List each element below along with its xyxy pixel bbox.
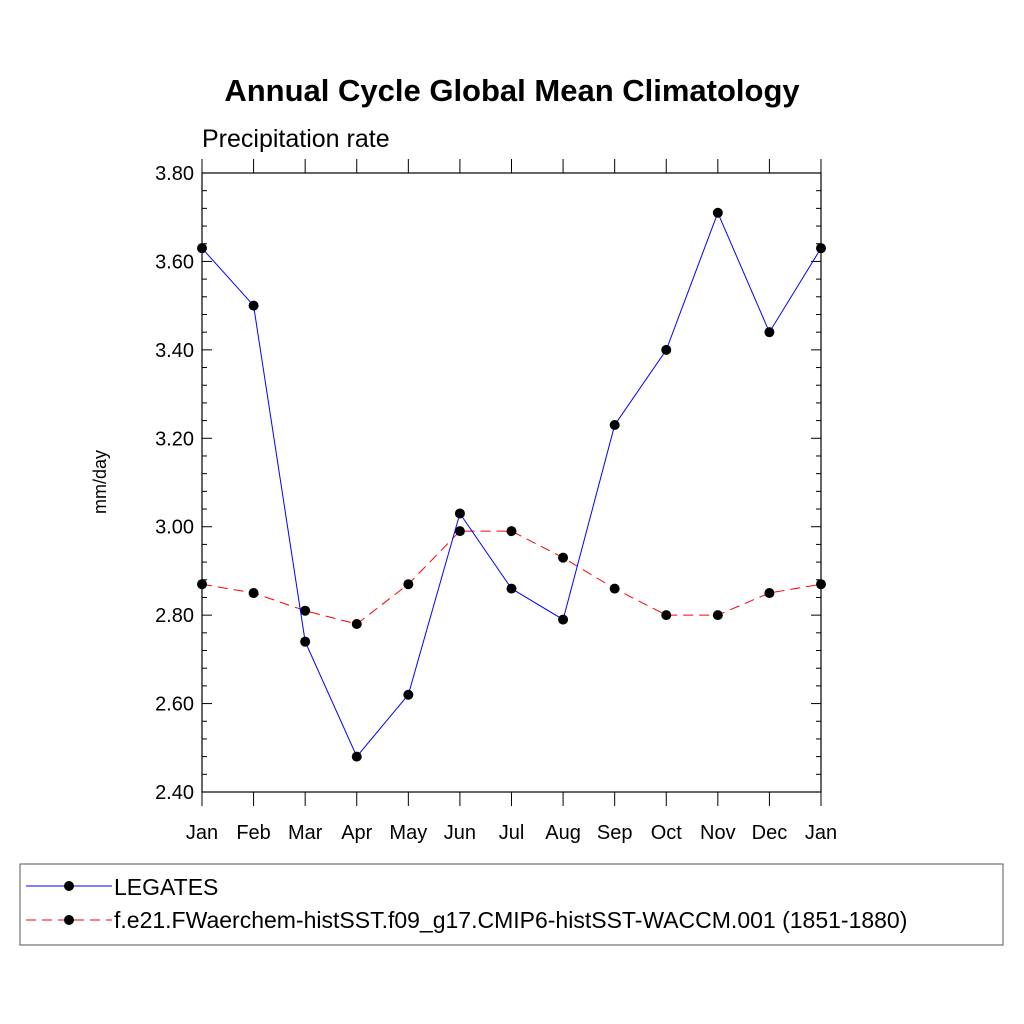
- series-1: [197, 526, 826, 629]
- data-point: [351, 751, 362, 762]
- chart-title: Annual Cycle Global Mean Climatology: [224, 73, 800, 108]
- y-tick-label: 3.20: [155, 428, 194, 450]
- x-tick-label: Nov: [700, 822, 736, 844]
- x-tick-label: May: [389, 822, 427, 844]
- data-point: [506, 583, 517, 594]
- data-point: [712, 610, 723, 621]
- y-tick-label: 3.80: [155, 163, 194, 185]
- data-point: [300, 605, 311, 616]
- series-layer: [197, 207, 826, 762]
- x-tick-label: Jun: [444, 822, 476, 844]
- x-tick-label: Mar: [288, 822, 323, 844]
- x-tick-label: Jan: [805, 822, 837, 844]
- data-point: [609, 420, 620, 431]
- data-point: [661, 610, 672, 621]
- y-tick-label: 2.60: [155, 694, 194, 716]
- axis-ticks: [201, 159, 822, 806]
- legend: LEGATES f.e21.FWaerchem-histSST.f09_g17.…: [19, 863, 1004, 946]
- data-point: [403, 579, 414, 590]
- y-tick-label: 3.60: [155, 251, 194, 273]
- legend-label-legates: LEGATES: [114, 874, 218, 900]
- x-tick-label: Sep: [597, 822, 633, 844]
- data-point: [403, 689, 414, 700]
- x-tick-label: Oct: [651, 822, 683, 844]
- legend-entries: [26, 881, 112, 925]
- chart-subtitle: Precipitation rate: [202, 125, 390, 153]
- x-tick-label: Jan: [186, 822, 218, 844]
- data-point: [558, 552, 569, 563]
- data-point: [558, 614, 569, 625]
- data-point: [506, 526, 517, 537]
- data-point: [351, 618, 362, 629]
- series-0: [197, 207, 826, 762]
- y-tick-label: 3.40: [155, 340, 194, 362]
- x-tick-label: Jul: [499, 822, 525, 844]
- legend-box: [19, 863, 1004, 946]
- x-tick-labels: Jan Feb Mar Apr May Jun Jul Aug Sep Oct Nov Dec Jan: [186, 822, 837, 844]
- data-point: [764, 327, 775, 338]
- legend-swatch-marker: [64, 915, 74, 925]
- x-tick-label: Feb: [236, 822, 270, 844]
- data-point: [454, 526, 465, 537]
- y-tick-label: 2.80: [155, 605, 194, 627]
- y-axis-label: mm/day: [90, 450, 110, 514]
- y-tick-label: 2.40: [155, 782, 194, 804]
- series-line: [201, 211, 822, 758]
- y-tick-label: 3.00: [155, 517, 194, 539]
- x-tick-label: Dec: [752, 822, 788, 844]
- data-point: [248, 300, 259, 311]
- x-tick-label: Apr: [341, 822, 372, 844]
- data-point: [661, 344, 672, 355]
- data-point: [764, 588, 775, 599]
- data-point: [454, 508, 465, 519]
- data-point: [609, 583, 620, 594]
- plot-frame: [201, 172, 822, 793]
- x-tick-label: Aug: [545, 822, 581, 844]
- data-point: [300, 636, 311, 647]
- data-point: [248, 588, 259, 599]
- legend-swatch-marker: [64, 881, 74, 891]
- legend-label-model: f.e21.FWaerchem-histSST.f09_g17.CMIP6-hi…: [114, 907, 907, 933]
- data-point: [712, 207, 723, 218]
- y-tick-labels: 2.40 2.60 2.80 3.00 3.20 3.40 3.60 3.80: [155, 163, 194, 804]
